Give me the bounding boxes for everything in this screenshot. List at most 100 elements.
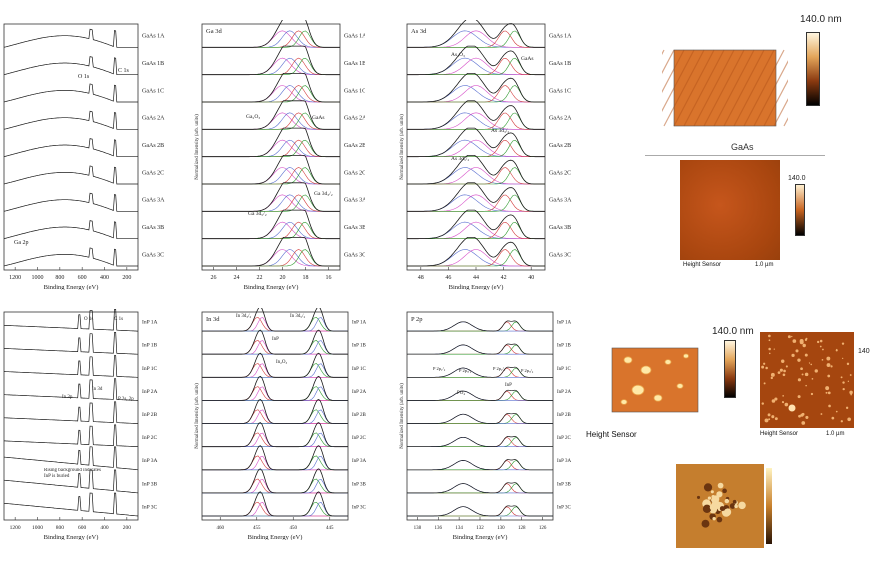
- afm-island: [683, 353, 689, 359]
- component-peak: [202, 317, 348, 332]
- sample-label: GaAs 3B: [549, 225, 571, 231]
- annot-in2o3: In₂O₃: [276, 360, 288, 365]
- sample-label: InP 1C: [352, 367, 367, 372]
- sample-label: GaAs 1A: [549, 34, 572, 40]
- sample-label: InP 2B: [557, 413, 572, 418]
- sample-label: InP 1A: [352, 321, 367, 326]
- component-peak: [202, 455, 348, 471]
- fit-envelope: [407, 237, 545, 267]
- sample-label: GaAs 2C: [142, 170, 164, 176]
- afm-colorbar-top: 140.0 nm: [800, 14, 860, 114]
- afm-dot: [761, 365, 765, 369]
- fit-envelope: [202, 73, 340, 103]
- component-peak: [407, 167, 545, 185]
- afm-dot: [800, 367, 803, 371]
- afm-colorbar-bottom-gradient: [724, 340, 736, 398]
- afm-dot: [811, 377, 814, 380]
- afm-dot: [781, 401, 784, 404]
- afm-terrace-step: [673, 49, 715, 127]
- afm-dot: [804, 372, 809, 377]
- afm-dot: [827, 374, 831, 378]
- sample-label: InP 3A: [557, 459, 572, 464]
- survey-spectrum: [3, 192, 138, 212]
- afm-dot: [849, 390, 853, 395]
- afm-dot: [805, 415, 809, 419]
- x-tick-label: 42: [501, 275, 507, 281]
- sample-label: GaAs 3B: [142, 225, 164, 231]
- fit-envelope: [202, 209, 340, 240]
- plot-frame: [3, 23, 139, 271]
- afm-dendrite-grain: [710, 490, 714, 494]
- afm-dot: [800, 413, 804, 417]
- afm-dot: [787, 335, 791, 339]
- component-peak: [202, 386, 348, 401]
- component-peak: [407, 112, 545, 130]
- x-tick-label: 16: [326, 275, 332, 281]
- afm-dot: [820, 413, 823, 415]
- afm-dot: [765, 366, 768, 370]
- fit-envelope: [407, 127, 545, 158]
- sample-label: InP 2C: [352, 436, 367, 441]
- component-peak: [202, 340, 348, 355]
- afm-right-height-label: Height Sensor: [760, 431, 799, 437]
- x-tick-label: 130: [497, 526, 505, 531]
- afm-dot: [795, 349, 799, 353]
- afm-dendrite-grain: [711, 495, 720, 503]
- afm-dot: [761, 402, 764, 405]
- x-tick-label: 46: [445, 275, 451, 281]
- x-tick-label: 455: [253, 526, 261, 531]
- fit-envelope: [407, 482, 553, 494]
- component-peak: [202, 409, 348, 424]
- afm-dendrite-grain: [696, 495, 701, 499]
- component-peak: [202, 316, 348, 332]
- annot-p2p12-b: P 2p₁/₂: [493, 366, 506, 371]
- component-peak: [407, 30, 545, 48]
- afm-colorbar-value: 140.0 nm: [800, 14, 842, 25]
- afm-dendrite-grain: [701, 519, 710, 528]
- afm-dot: [782, 373, 786, 377]
- annot-in3p: In 3p: [62, 395, 73, 400]
- afm-dot: [810, 363, 813, 366]
- inp-survey-chart: 1200 1000 800 600 400 200 Binding Energy (eV) I…: [3, 308, 158, 541]
- afm-dot: [801, 373, 804, 376]
- panel-title: Ga 3d: [206, 28, 222, 35]
- component-peak: [407, 249, 545, 267]
- afm-island: [640, 365, 652, 375]
- afm-dot: [846, 362, 850, 366]
- sample-label: GaAs 1B: [142, 61, 164, 67]
- afm-dot: [842, 357, 844, 359]
- component-peak: [407, 249, 545, 267]
- component-peak: [202, 386, 348, 401]
- sample-label: InP 1C: [557, 367, 572, 372]
- sample-label: InP 3C: [557, 505, 572, 510]
- survey-spectrum: [4, 355, 138, 378]
- sample-label: InP 2C: [142, 435, 158, 441]
- afm-dot: [825, 386, 830, 391]
- component-peak: [202, 317, 348, 332]
- y-axis-label: Normalized Intensity (arb. units): [400, 383, 405, 449]
- fit-envelope: [202, 352, 348, 378]
- annot-as-gaas: GaAs: [521, 56, 534, 62]
- component-peak: [407, 194, 545, 212]
- x-tick-label: 1000: [32, 525, 43, 531]
- afm-dot: [819, 345, 822, 348]
- fit-envelope: [407, 45, 545, 76]
- sample-label: InP 1B: [557, 344, 572, 349]
- afm-dendrite: [672, 460, 782, 552]
- component-peak: [202, 363, 348, 378]
- afm-dendrite-grain: [724, 498, 730, 504]
- afm-dot: [783, 369, 786, 373]
- fit-envelope: [202, 182, 340, 212]
- x-axis-label: Binding Energy (eV): [248, 534, 303, 540]
- afm-image-top: [613, 36, 825, 132]
- component-peak: [202, 432, 348, 447]
- sample-label: GaAs 2B: [344, 143, 365, 149]
- afm-dendrite-grain: [717, 482, 724, 489]
- survey-spectrum: [3, 492, 139, 517]
- y-axis-label: Normalized Intensity (arb. units): [195, 114, 200, 180]
- sample-label: GaAs 1C: [142, 88, 164, 94]
- x-tick-label: 136: [435, 526, 443, 531]
- fit-envelope: [202, 306, 348, 332]
- fit-envelope: [407, 182, 545, 212]
- x-tick-label: 600: [78, 525, 87, 531]
